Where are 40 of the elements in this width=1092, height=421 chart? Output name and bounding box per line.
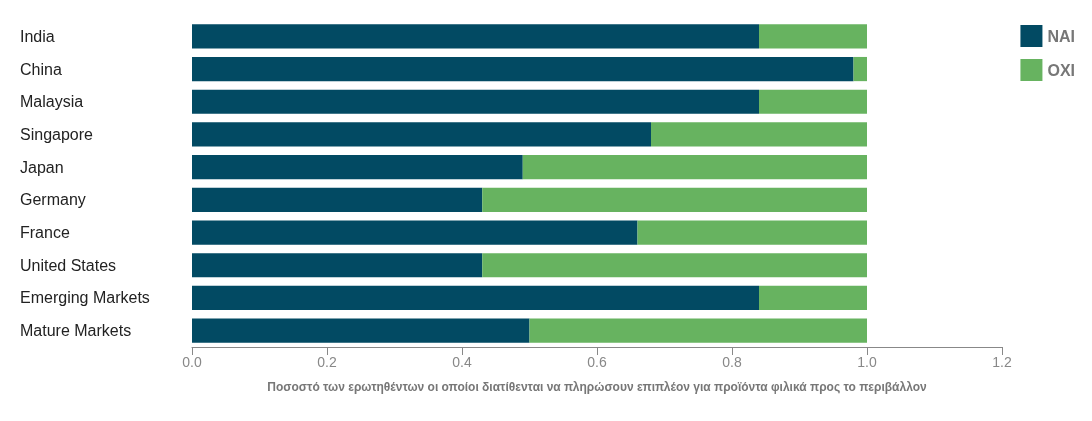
bar bbox=[192, 318, 530, 343]
bar bbox=[759, 89, 867, 114]
bar bbox=[482, 187, 867, 212]
bar bbox=[192, 220, 638, 245]
y-tick-label: China bbox=[20, 60, 62, 78]
y-tick-label: India bbox=[20, 27, 55, 45]
x-tick-label: 0.2 bbox=[317, 354, 337, 370]
bar bbox=[482, 253, 867, 278]
bar bbox=[522, 155, 867, 180]
y-tick-label: Malaysia bbox=[20, 93, 84, 111]
bar bbox=[192, 285, 759, 311]
y-tick-label: Emerging Markets bbox=[20, 289, 150, 307]
bar bbox=[651, 122, 867, 147]
y-tick-label: Germany bbox=[20, 191, 86, 209]
y-tick-label: Singapore bbox=[20, 125, 94, 143]
bar bbox=[192, 122, 651, 147]
bar bbox=[192, 253, 483, 278]
x-tick-label: 0.6 bbox=[587, 354, 607, 370]
y-tick-label: France bbox=[20, 224, 70, 242]
x-tick-label: 1.2 bbox=[992, 354, 1012, 370]
bar bbox=[637, 220, 867, 245]
bar bbox=[192, 24, 759, 49]
legend-label: OXI bbox=[1047, 61, 1075, 79]
bar bbox=[853, 56, 867, 82]
bar bbox=[192, 56, 854, 82]
x-tick-label: 0.8 bbox=[722, 354, 742, 370]
y-tick-label: United States bbox=[20, 256, 117, 274]
bar bbox=[192, 155, 523, 180]
bar bbox=[529, 318, 867, 343]
y-tick-label: Japan bbox=[20, 158, 64, 176]
bar bbox=[759, 285, 867, 311]
bar bbox=[192, 187, 483, 212]
x-tick-label: 1.0 bbox=[857, 354, 877, 370]
y-tick-label: Mature Markets bbox=[20, 322, 132, 340]
bar bbox=[192, 89, 759, 114]
bar bbox=[759, 24, 867, 49]
x-tick-label: 0.0 bbox=[182, 354, 202, 370]
x-axis-title: Ποσοστό των ερωτηθέντων οι οποίοι διατίθενται να πληρώσουν επιπλέον για προϊόντα φιλικά προς το περιβάλλον bbox=[267, 380, 928, 394]
x-tick-label: 0.4 bbox=[452, 354, 472, 370]
legend-label: NAI bbox=[1047, 27, 1075, 45]
